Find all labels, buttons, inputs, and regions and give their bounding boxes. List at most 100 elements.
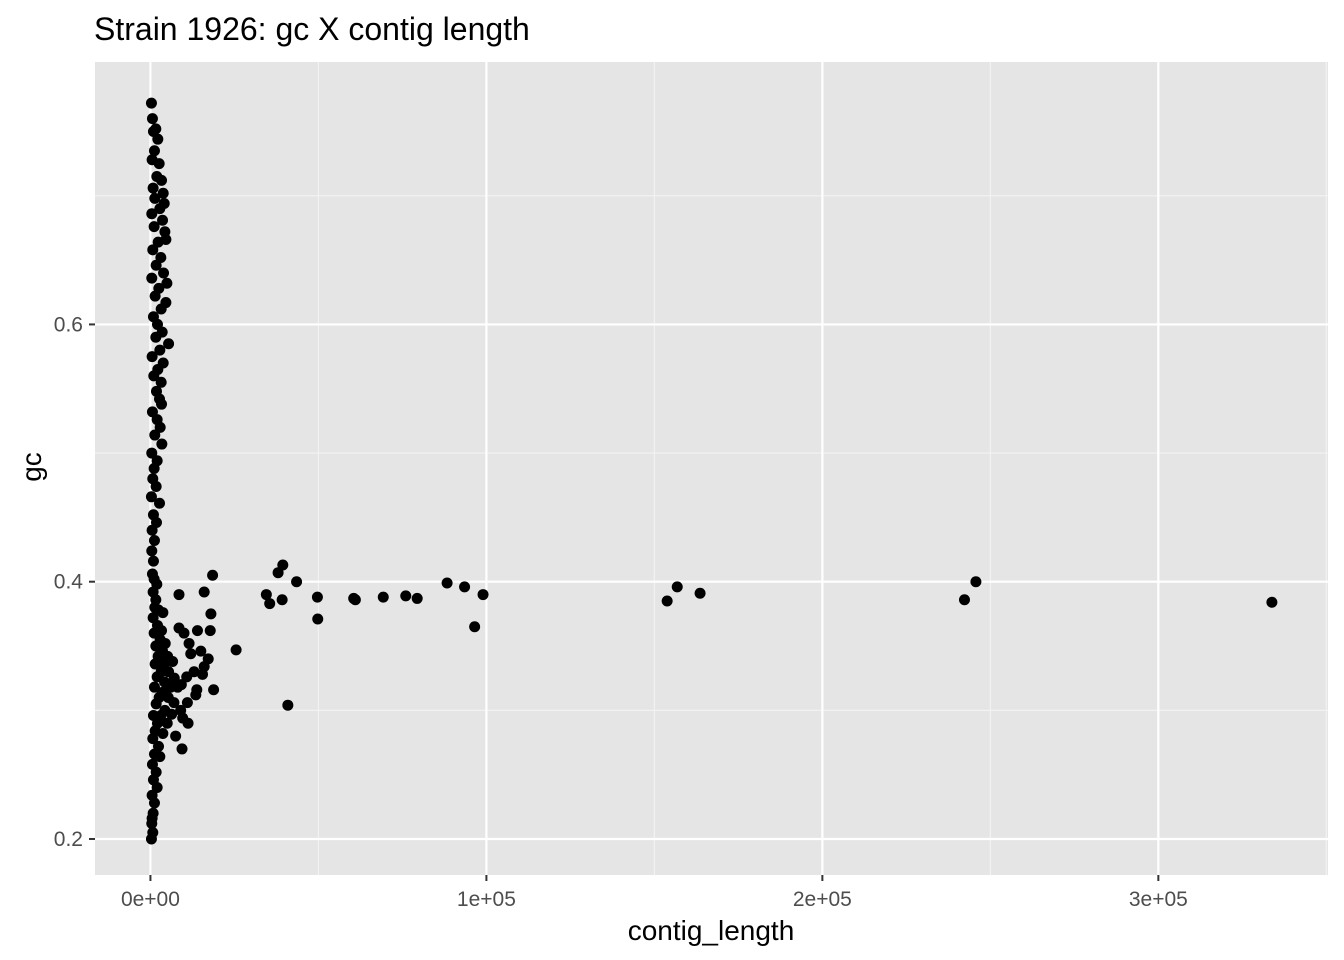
data-point [157, 607, 169, 619]
data-point [168, 697, 180, 709]
data-point [176, 743, 188, 755]
data-point [146, 447, 158, 459]
major-gridlines [95, 62, 1328, 875]
data-point [198, 586, 210, 598]
data-point [161, 717, 173, 729]
data-point [146, 351, 158, 363]
data-point [195, 645, 207, 657]
data-point [400, 590, 412, 602]
data-point [148, 681, 160, 693]
data-point [191, 625, 203, 637]
data-point [148, 145, 160, 157]
x-tick-label: 1e+05 [457, 888, 516, 911]
y-axis: 0.2 0.4 0.6 [54, 313, 95, 851]
data-point [146, 545, 158, 557]
data-point [149, 658, 161, 670]
data-point [197, 668, 209, 680]
data-point [208, 684, 220, 696]
data-point [155, 303, 167, 315]
data-point [158, 267, 170, 279]
data-point [441, 577, 453, 589]
data-point [694, 587, 706, 599]
data-point [154, 203, 166, 215]
data-point [145, 833, 157, 845]
y-tick-label: 0.6 [54, 313, 83, 336]
data-point [150, 259, 162, 271]
data-point [1266, 596, 1278, 608]
data-point [147, 244, 159, 256]
x-tick-label: 2e+05 [793, 888, 852, 911]
data-point [154, 344, 166, 356]
data-point [150, 481, 162, 493]
data-point [277, 559, 289, 571]
data-point [260, 589, 272, 601]
data-point [163, 338, 175, 350]
data-point [156, 174, 168, 186]
data-point [148, 463, 160, 474]
x-tick-label: 0e+00 [121, 888, 180, 911]
data-point [311, 591, 323, 603]
x-axis: 0e+00 1e+05 2e+05 3e+05 [121, 875, 1188, 911]
data-point [148, 221, 160, 233]
data-points [145, 97, 1278, 845]
y-tick-label: 0.4 [54, 571, 84, 594]
data-point [181, 671, 193, 683]
data-point [477, 589, 489, 601]
data-point [154, 751, 166, 763]
data-point [230, 644, 242, 656]
data-point [264, 598, 276, 610]
data-point [149, 192, 161, 204]
data-point [185, 648, 197, 660]
plot-panel [95, 62, 1328, 875]
data-point [207, 569, 219, 581]
data-point [459, 581, 471, 593]
data-point [349, 594, 361, 606]
x-tick-label: 3e+05 [1129, 888, 1188, 911]
data-point [161, 277, 173, 289]
y-axis-title: gc [16, 452, 47, 482]
data-point [166, 708, 178, 720]
data-point [291, 576, 303, 588]
data-point [146, 208, 158, 220]
data-point [145, 97, 157, 109]
data-point [178, 627, 190, 639]
data-point [157, 727, 169, 739]
data-point [145, 491, 157, 503]
data-point [170, 730, 182, 742]
data-point [147, 182, 159, 194]
data-point [958, 594, 970, 606]
data-point [181, 697, 193, 709]
data-point [147, 555, 159, 567]
data-point [146, 113, 158, 125]
data-point [175, 679, 187, 691]
data-point [411, 592, 423, 604]
data-point [173, 589, 185, 601]
data-point [157, 214, 169, 226]
x-axis-title: contig_length [628, 915, 795, 946]
data-point [204, 625, 216, 637]
data-point [282, 699, 294, 711]
minor-gridlines [95, 62, 1328, 875]
data-point [146, 812, 158, 824]
data-point [190, 689, 202, 701]
data-point [970, 576, 982, 588]
chart-title: Strain 1926: gc X contig length [94, 11, 530, 47]
data-point [148, 370, 160, 382]
data-point [150, 698, 162, 710]
data-point [155, 376, 167, 388]
y-tick-label: 0.2 [54, 828, 83, 851]
data-point [156, 438, 168, 450]
data-point [276, 594, 288, 606]
data-point [147, 733, 159, 745]
data-point [149, 429, 161, 441]
data-point [154, 497, 166, 509]
data-point [312, 613, 324, 625]
data-point [377, 591, 389, 603]
data-point [156, 625, 168, 637]
data-point [146, 524, 158, 536]
data-point [152, 133, 164, 145]
data-point [183, 637, 195, 649]
data-point [469, 621, 481, 633]
data-point [156, 398, 168, 410]
